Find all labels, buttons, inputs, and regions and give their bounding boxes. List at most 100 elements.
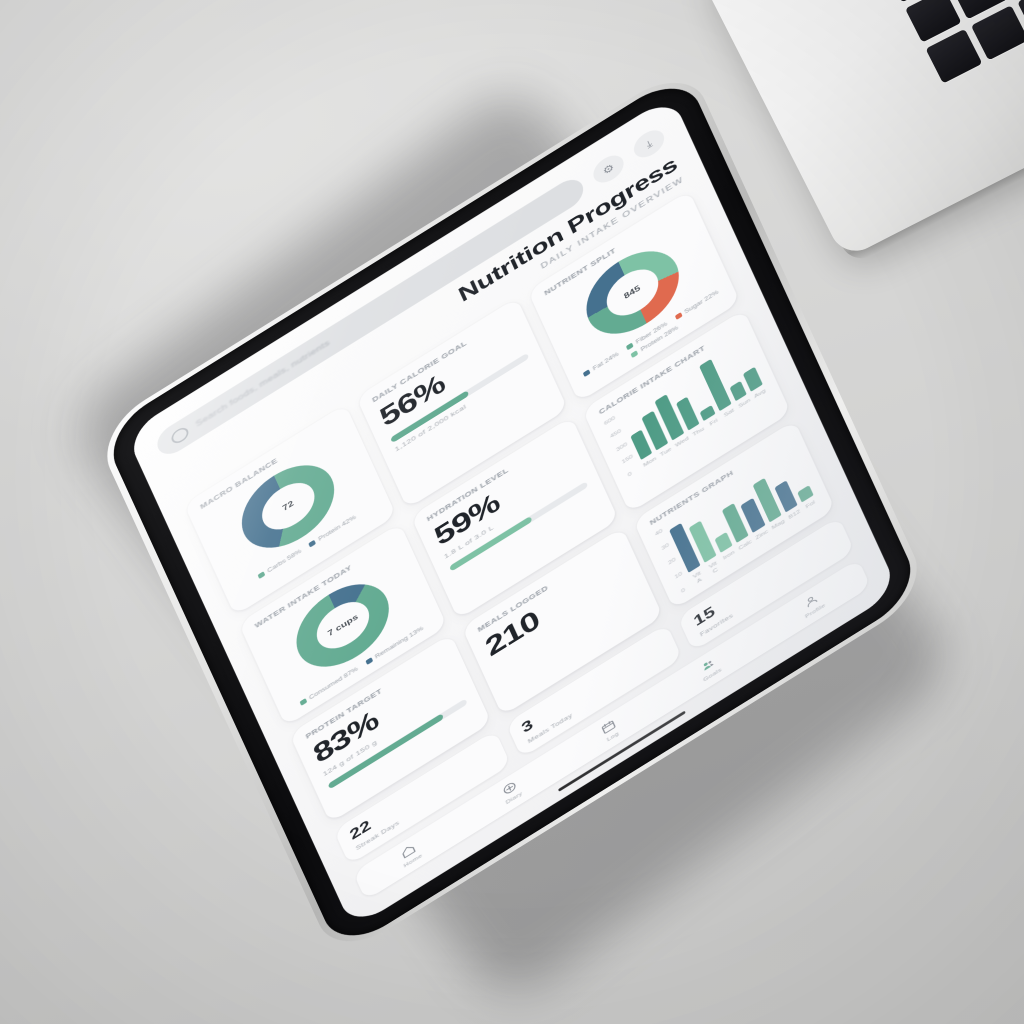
card-meals-logged[interactable]: MEALS LOGGED 210 (461, 527, 664, 716)
tab-label: Diary (504, 790, 524, 806)
bar-chart-nutrients: 40 30 20 10 0 (654, 447, 820, 594)
tab-log[interactable]: Log (599, 718, 620, 744)
x-tick: Zinc (754, 528, 769, 541)
bar (699, 358, 732, 412)
y-tick: 600 (603, 414, 617, 427)
bar (740, 498, 766, 533)
x-tick: Vit A (691, 569, 703, 585)
home-icon (402, 846, 416, 859)
x-tick: Calc (737, 538, 753, 552)
x-tick: Fri (708, 417, 719, 428)
stat-value: 22 (347, 817, 374, 844)
bar (774, 480, 798, 513)
y-tick: 450 (609, 427, 623, 440)
bar (675, 396, 700, 431)
stat-value: 15 (691, 603, 718, 630)
stat-card[interactable]: 22 Streak Days (333, 730, 511, 865)
legend-swatch (582, 369, 591, 377)
tab-profile[interactable]: Profile (799, 590, 827, 620)
card-protein-target[interactable]: PROTEIN TARGET 83% 124 g of 150 g (289, 633, 492, 823)
y-tick: 0 (680, 586, 687, 595)
legend-swatch (630, 350, 639, 358)
legend-swatch (299, 698, 308, 707)
donut-center-value: 845 (622, 284, 642, 302)
x-tick: Vit C (707, 560, 719, 575)
bar (729, 380, 748, 402)
y-axis: 40 30 20 10 0 (654, 528, 690, 595)
x-tick: B12 (787, 508, 802, 521)
x-tick: Sat (722, 407, 735, 419)
x-tick: Avg (753, 387, 767, 400)
donut-center-value: 72 (281, 499, 296, 514)
legend-swatch (308, 539, 317, 548)
bar-group (668, 450, 814, 573)
x-tick: Wed (674, 435, 690, 449)
stat-label: Streak Days (354, 818, 401, 852)
legend-swatch (365, 657, 373, 666)
y-tick: 300 (614, 440, 628, 453)
stat-card[interactable]: 15 Favorites (677, 516, 855, 652)
tablet: Search foods, meals, nutrients ⚙ ⤓ Nutri… (93, 62, 931, 962)
tab-label: Home (402, 852, 424, 869)
x-tick: Sun (737, 396, 752, 410)
x-tick: Fol (804, 499, 816, 510)
legend-item: Consumed 87% (299, 666, 359, 707)
tab-label: Goals (702, 666, 723, 683)
y-tick: 10 (673, 570, 684, 580)
search-icon (169, 424, 191, 446)
stat-value: 3 (519, 716, 536, 737)
tab-home[interactable]: Home (397, 841, 423, 869)
y-axis: 600 450 300 150 0 (603, 415, 640, 478)
legend-swatch (625, 342, 634, 351)
bar (797, 485, 814, 503)
card-title: PROTEIN TARGET (304, 687, 384, 741)
x-tick: Thu (691, 425, 705, 438)
medical-heart-icon (503, 782, 516, 794)
people-icon (703, 661, 714, 671)
y-tick: 150 (620, 453, 634, 466)
bar (654, 394, 685, 441)
bar (630, 429, 653, 461)
calendar-icon (601, 720, 616, 734)
tab-diary[interactable]: Diary (499, 778, 524, 806)
bar (688, 520, 717, 563)
card-title: NUTRIENTS GRAPH (648, 469, 735, 528)
protein-caption: 124 g of 150 g (321, 738, 378, 778)
donut-center-value: 7 cups (326, 612, 360, 639)
y-tick: 20 (666, 555, 677, 566)
tab-goals[interactable]: Goals (697, 655, 723, 683)
x-axis: Vit A Vit C Iron Calc Zinc Mag B12 Fol (690, 498, 820, 586)
x-tick: Mon (642, 455, 658, 469)
tab-label: Log (605, 730, 620, 743)
donut-ring: 72 (230, 448, 347, 565)
x-tick: Iron (722, 549, 736, 562)
tab-label: Profile (804, 602, 827, 620)
tablet-bezel: Search foods, meals, nutrients ⚙ ⤓ Nutri… (100, 70, 924, 954)
y-tick: 0 (626, 470, 633, 479)
y-tick: 30 (660, 541, 670, 552)
progress-bar-fill (327, 713, 445, 790)
y-tick: 40 (653, 527, 664, 538)
legend-label: Remaining 13% (374, 625, 425, 661)
bar (641, 410, 669, 451)
bar (699, 404, 716, 421)
x-tick: Mag (770, 517, 786, 531)
stat-card[interactable]: 3 Meals Today (505, 623, 683, 758)
bar (742, 366, 763, 392)
donut-ring: 7 cups (284, 567, 402, 684)
bar (668, 522, 701, 573)
legend-item: Remaining 13% (365, 625, 424, 666)
bar (714, 531, 733, 553)
legend-swatch (257, 571, 266, 580)
bar (722, 502, 749, 543)
filter-icon: ⚙ (600, 160, 616, 177)
x-tick: Tue (659, 445, 673, 458)
meals-logged-value: 210 (481, 605, 544, 663)
stat-label: Favorites (698, 611, 735, 638)
card-title: MEALS LOGGED (476, 584, 550, 635)
stat-label: Meals Today (526, 711, 574, 745)
person-icon (807, 597, 818, 608)
progress-bar-track (327, 698, 468, 790)
download-icon: ⤓ (644, 137, 654, 150)
legend-swatch (674, 312, 683, 321)
